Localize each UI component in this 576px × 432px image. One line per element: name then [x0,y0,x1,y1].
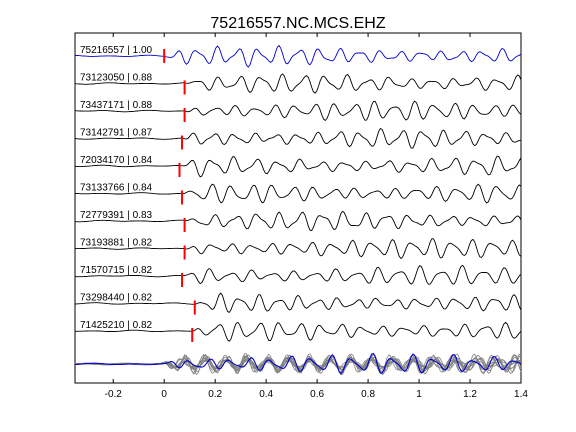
trace-label: 71570715 | 0.82 [80,265,153,276]
trace-label: 71425210 | 0.82 [80,320,153,331]
trace-waveform [75,210,522,232]
trace-label: 75216557 | 1.00 [80,45,153,56]
trace-waveform [74,292,522,313]
x-tick-label: -0.2 [105,389,123,400]
x-tick-label: 1.4 [514,389,528,400]
trace-label: 73123050 | 0.88 [80,73,153,84]
stack-reference-trace [74,352,522,375]
trace-waveform [75,238,522,260]
trace-waveform [75,321,522,342]
x-tick-label: 1 [416,389,422,400]
trace-waveform [74,155,522,178]
trace-waveform [74,264,522,285]
trace-label: 72779391 | 0.83 [80,210,153,221]
x-tick-label: 0.8 [361,389,375,400]
trace-waveform [74,128,522,149]
trace-label: 73142791 | 0.87 [80,128,153,139]
chart-title: 75216557.NC.MCS.EHZ [210,15,385,32]
trace-label: 73133766 | 0.84 [80,183,153,194]
x-tick-label: 0.6 [310,389,324,400]
x-tick-label: 0.4 [259,389,273,400]
trace-group: 75216557 | 1.00 73123050 | 0.88 73437171 |… [74,44,522,342]
trace-waveform [74,73,522,94]
trace-waveform [74,44,522,68]
trace-label: 73193881 | 0.82 [80,238,153,249]
x-tick-label: 0.2 [208,389,222,400]
x-tick-label: 0 [161,389,167,400]
trace-label: 72034170 | 0.84 [80,155,153,166]
x-axis: -0.2 0 0.2 0.4 0.6 0.8 1 1.2 1.4 [105,33,528,400]
trace-waveform [74,100,522,121]
stack-overlay [74,352,522,376]
trace-waveform [74,183,522,204]
trace-label: 73437171 | 0.88 [80,100,153,111]
plot-frame [74,32,522,384]
trace-label: 73298440 | 0.82 [80,293,153,304]
x-tick-label: 1.2 [463,389,477,400]
